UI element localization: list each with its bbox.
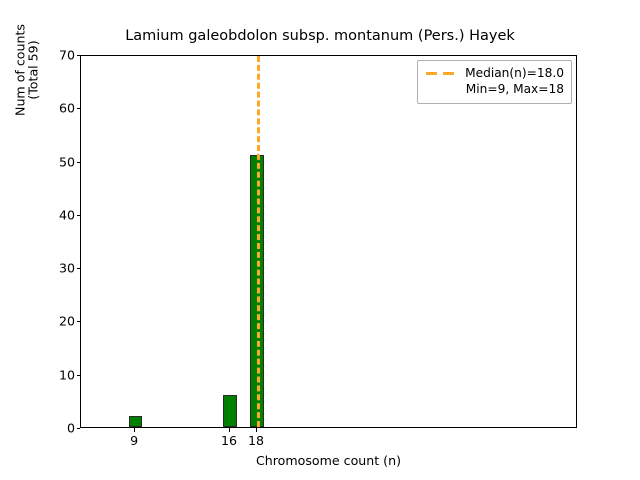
plot-inner [81,56,576,427]
y-tick-label: 0 [66,420,75,436]
y-axis-label-line2: (Total 59) [25,40,41,100]
y-tick-label: 40 [58,207,75,223]
x-tick-mark [228,428,230,432]
y-tick-mark [76,268,80,270]
x-axis-label: Chromosome count (n) [256,453,401,468]
y-tick-mark [76,374,80,376]
y-tick-mark [76,214,80,216]
x-axis-tick-marks [80,428,577,433]
y-tick-label: 60 [58,100,75,116]
y-axis-label: Num of counts (Total 59) [12,0,42,257]
legend-dash-segment [426,72,438,75]
y-tick-label: 70 [58,47,75,63]
chart-title: Lamium galeobdolon subsp. montanum (Pers… [125,28,515,44]
y-tick-label: 50 [58,154,75,170]
legend-labels: Median(n)=18.0 Min=9, Max=18 [465,66,564,97]
bar [128,416,142,427]
y-tick-label: 20 [58,313,75,329]
x-tick-label: 9 [130,433,139,448]
legend-median-label: Median(n)=18.0 [465,66,564,80]
legend-median-swatch [425,66,457,81]
x-tick-label: 16 [220,433,237,448]
legend-dash-segment [443,72,455,75]
y-tick-label: 30 [58,260,75,276]
x-tick-label: 18 [248,433,265,448]
legend: Median(n)=18.0 Min=9, Max=18 [417,60,572,105]
y-tick-mark [76,321,80,323]
y-tick-mark [76,161,80,163]
plot-area: Median(n)=18.0 Min=9, Max=18 [80,55,577,428]
y-tick-mark [76,108,80,110]
y-tick-label: 10 [58,367,75,383]
y-axis-tick-labels: 0 10 20 30 40 50 60 70 [12,48,75,436]
bar [250,155,264,427]
x-tick-mark [134,428,136,432]
bar [223,395,237,427]
x-tick-mark [256,428,258,432]
legend-minmax-label: Min=9, Max=18 [465,81,564,96]
x-axis-tick-labels: 9 16 18 [80,433,577,453]
y-axis-tick-marks [76,55,81,429]
y-tick-mark [76,55,80,56]
y-tick-mark [76,428,80,429]
median-line [257,56,261,427]
